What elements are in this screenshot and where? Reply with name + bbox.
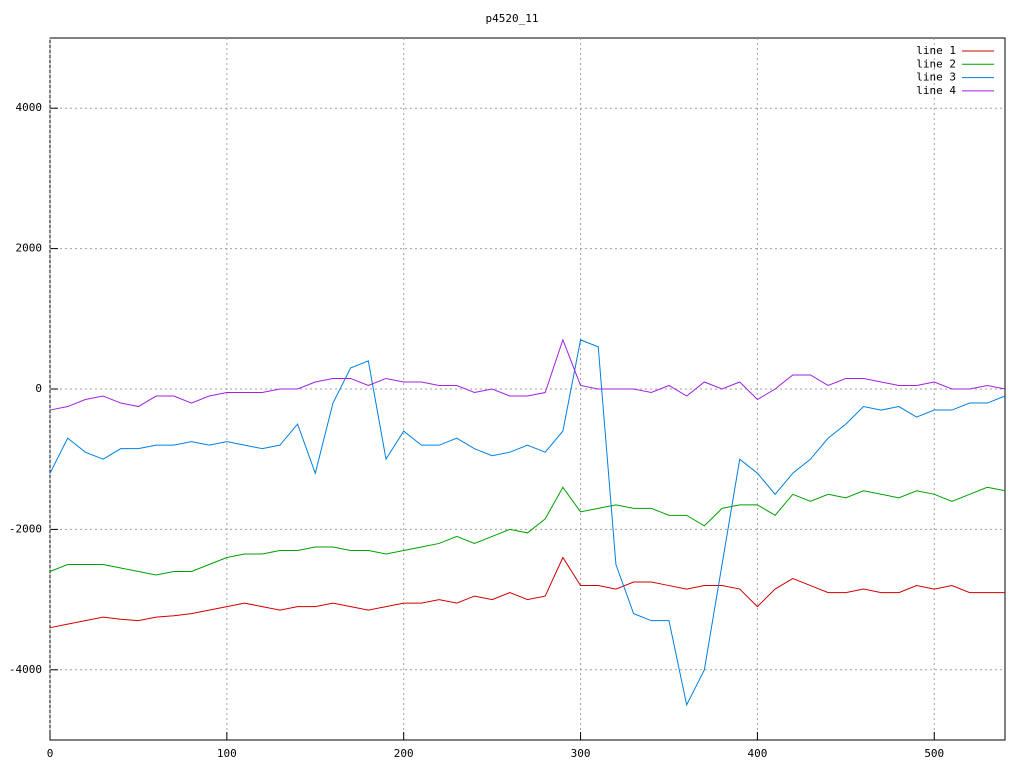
legend-label: line 3 bbox=[916, 71, 956, 84]
y-tick-label: -2000 bbox=[9, 522, 42, 535]
x-tick-label: 500 bbox=[924, 747, 944, 760]
x-tick-label: 0 bbox=[47, 747, 54, 760]
chart-title: p4520_11 bbox=[486, 12, 539, 25]
series-line bbox=[49, 338, 1006, 411]
legend-label: line 4 bbox=[916, 84, 956, 97]
series-line bbox=[49, 556, 1005, 629]
y-tick-label: -4000 bbox=[9, 663, 42, 676]
legend-label: line 1 bbox=[916, 44, 956, 57]
x-tick-label: 400 bbox=[747, 747, 767, 760]
series-line bbox=[49, 339, 1006, 707]
y-tick-label: 2000 bbox=[16, 242, 43, 255]
x-tick-label: 100 bbox=[217, 747, 237, 760]
x-tick-label: 200 bbox=[394, 747, 414, 760]
x-tick-label: 300 bbox=[571, 747, 591, 760]
y-tick-label: 0 bbox=[35, 382, 42, 395]
series-line bbox=[49, 486, 1006, 576]
y-tick-label: 4000 bbox=[16, 101, 43, 114]
legend-label: line 2 bbox=[916, 57, 956, 70]
